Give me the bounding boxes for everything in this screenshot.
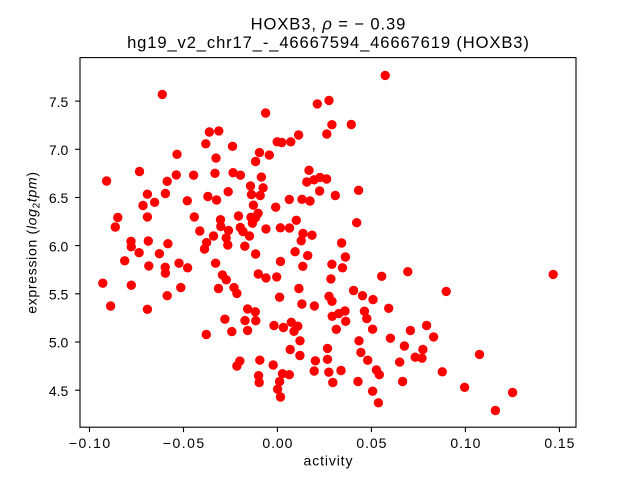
svg-text:expression (log2tpm): expression (log2tpm) (24, 171, 43, 314)
svg-text:0.05: 0.05 (356, 435, 387, 451)
svg-text:4.5: 4.5 (49, 383, 69, 399)
svg-text:7.0: 7.0 (49, 142, 69, 158)
svg-text:−0.10: −0.10 (69, 435, 112, 451)
svg-text:0.00: 0.00 (262, 435, 293, 451)
svg-text:0.10: 0.10 (450, 435, 481, 451)
svg-text:6.5: 6.5 (49, 190, 69, 206)
svg-text:6.0: 6.0 (49, 238, 69, 254)
svg-text:−0.05: −0.05 (163, 435, 206, 451)
svg-text:5.0: 5.0 (49, 335, 69, 351)
svg-text:activity: activity (304, 453, 354, 469)
svg-text:0.15: 0.15 (544, 435, 575, 451)
svg-text:7.5: 7.5 (49, 94, 69, 110)
svg-text:hg19_v2_chr17_-_46667594_46667: hg19_v2_chr17_-_46667594_46667619 (HOXB3… (127, 33, 530, 52)
svg-text:5.5: 5.5 (49, 287, 69, 303)
svg-text:HOXB3, ρ = − 0.39: HOXB3, ρ = − 0.39 (251, 15, 407, 34)
